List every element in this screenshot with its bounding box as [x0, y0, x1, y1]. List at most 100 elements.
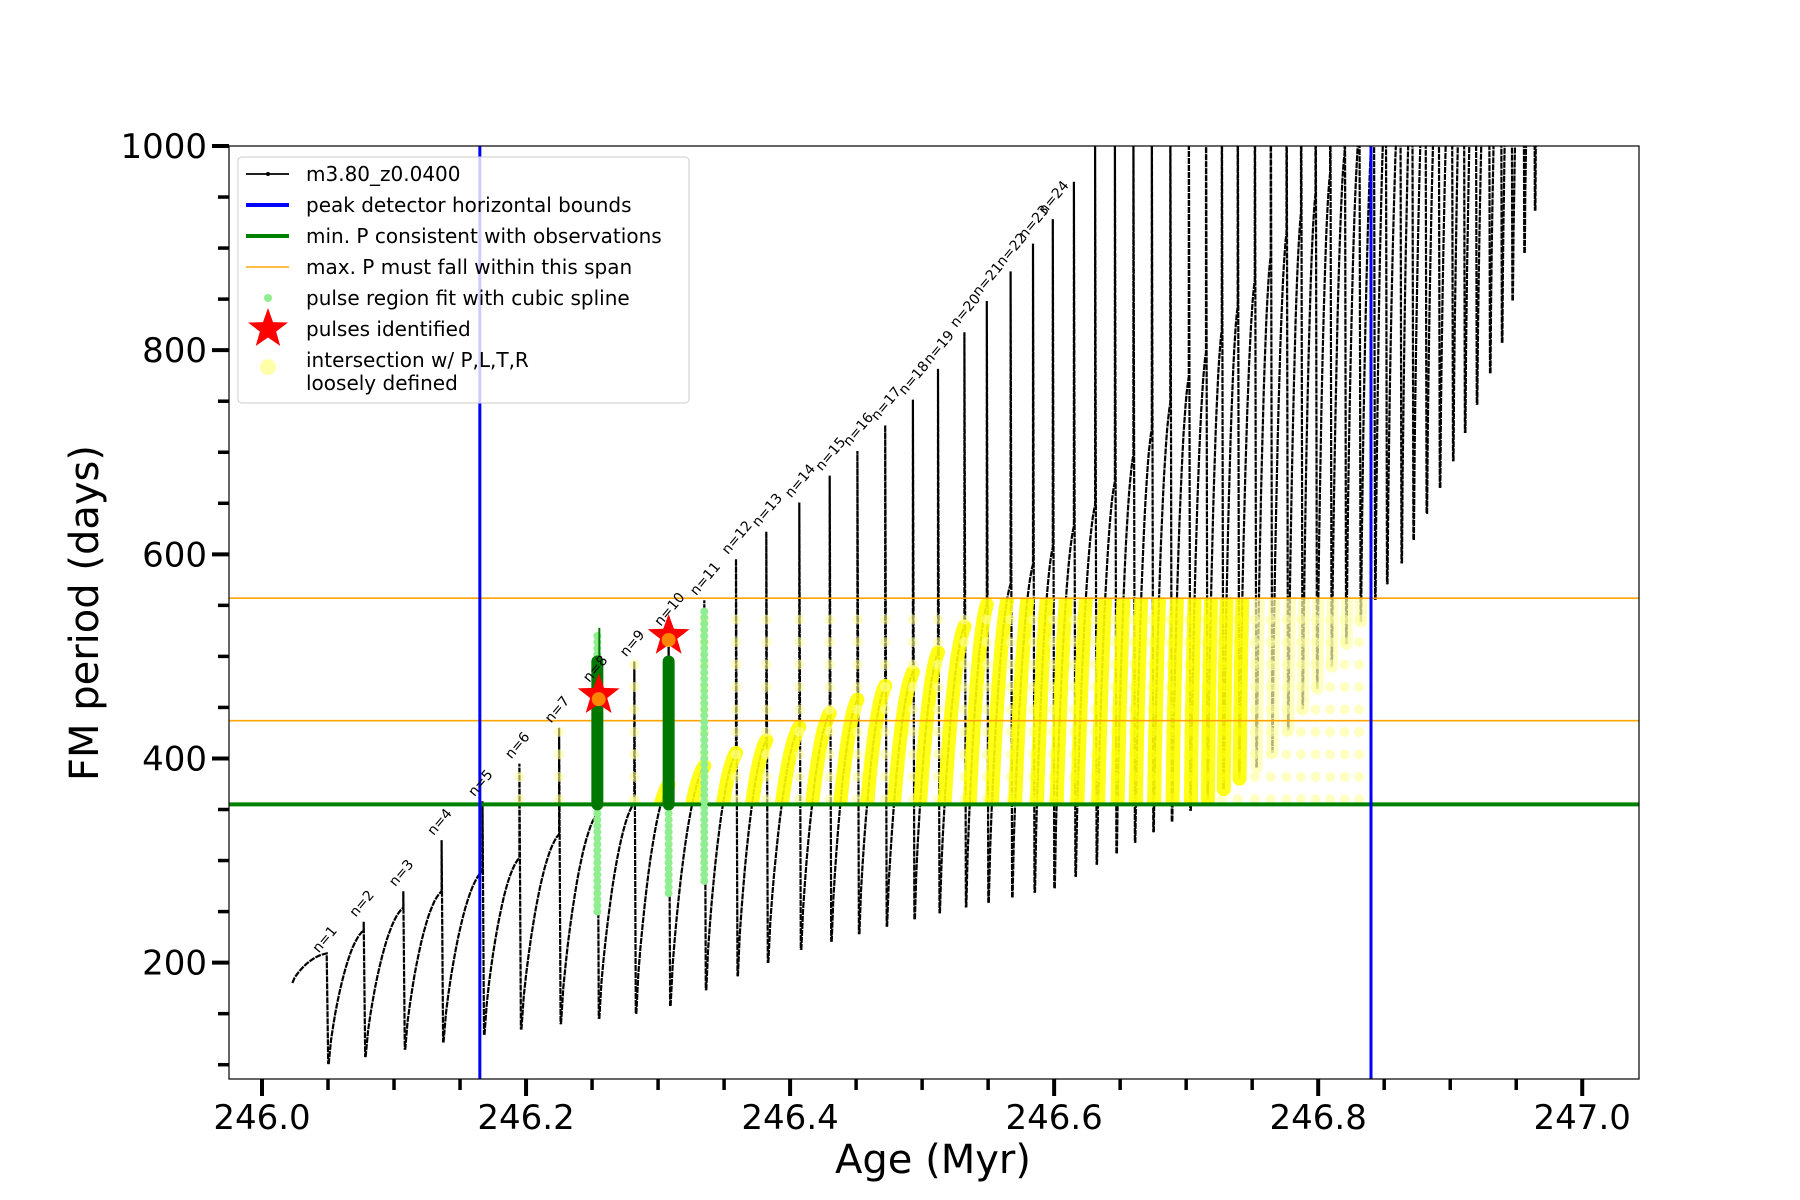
legend-box — [237, 156, 690, 404]
intersection-point — [1339, 749, 1350, 760]
spline-fit-point — [700, 791, 709, 800]
legend-entry: peak detector horizontal bounds — [246, 193, 632, 217]
intersection-hump — [1216, 598, 1234, 797]
spline-fit-point — [664, 870, 673, 879]
intersection-hump — [1008, 598, 1035, 805]
spline-fit-point — [593, 895, 602, 904]
intersection-point — [730, 704, 741, 715]
intersection-point — [1354, 749, 1365, 760]
intersection-hump — [1232, 598, 1250, 786]
spline-fit-point — [593, 846, 602, 855]
spline-fit-point — [700, 705, 709, 714]
intersection-point — [852, 749, 863, 760]
intersection-hump — [913, 645, 945, 805]
intersection-point — [880, 749, 891, 760]
spline-fit-point — [700, 778, 709, 787]
intersection-point — [1354, 659, 1365, 670]
legend-entry: m3.80_z0.0400 — [246, 162, 461, 186]
legend-label: pulse region fit with cubic spline — [306, 286, 630, 310]
x-tick-label: 246.4 — [741, 1098, 838, 1138]
intersection-point — [1028, 614, 1039, 625]
intersection-point — [761, 637, 772, 648]
y-tick-label: 1000 — [120, 127, 207, 167]
legend-label: max. P must fall within this span — [306, 255, 632, 279]
pulse-number-label: n=13 — [749, 491, 786, 531]
spline-fit-point — [700, 785, 709, 794]
x-tick-label: 247.0 — [1534, 1098, 1631, 1138]
intersection-hump — [1070, 598, 1093, 805]
intersection-point — [1005, 682, 1016, 693]
intersection-point — [959, 637, 970, 648]
intersection-point — [824, 614, 835, 625]
intersection-point — [907, 614, 918, 625]
spline-fit-point — [664, 827, 673, 836]
intersection-point — [852, 682, 863, 693]
intersection-point — [554, 726, 565, 737]
track-segment — [1374, 146, 1389, 600]
spline-fit-point — [593, 858, 602, 867]
intersection-point — [794, 749, 805, 760]
y-tick-label: 800 — [142, 331, 207, 371]
track-segment — [1271, 146, 1290, 754]
spline-fit-point — [700, 625, 709, 634]
intersection-point — [1265, 794, 1276, 805]
spline-fit-point — [700, 687, 709, 696]
legend-label: intersection w/ P,L,T,R — [306, 348, 529, 372]
intersection-point — [932, 704, 943, 715]
spline-fit-point — [664, 840, 673, 849]
intersection-point — [629, 794, 640, 805]
track-segment — [404, 840, 445, 1050]
track-segment — [1301, 146, 1319, 710]
spline-fit-point — [700, 656, 709, 665]
legend-label: m3.80_z0.0400 — [306, 162, 461, 186]
track-segment — [1238, 146, 1258, 779]
intersection-point — [1354, 726, 1365, 737]
intersection-point — [852, 659, 863, 670]
intersection-point — [1325, 726, 1336, 737]
spline-fit-point — [700, 748, 709, 757]
intersection-point — [794, 771, 805, 782]
intersection-point — [554, 794, 565, 805]
intersection-point — [794, 614, 805, 625]
spline-fit-point — [593, 907, 602, 916]
track-segment — [1316, 146, 1333, 689]
spline-fit-point — [593, 815, 602, 824]
y-tick-label: 600 — [142, 535, 207, 575]
intersection-point — [932, 749, 943, 760]
track-segment — [1501, 146, 1514, 343]
spline-fit-point — [593, 889, 602, 898]
pulse-number-label: n=4 — [424, 806, 455, 839]
intersection-hump — [653, 777, 676, 805]
spline-fit-point — [700, 613, 709, 622]
track-segment — [1287, 146, 1304, 731]
spline-fit-point — [700, 607, 709, 616]
intersection-point — [932, 659, 943, 670]
spline-fit-point — [700, 754, 709, 763]
track-segment — [1523, 146, 1536, 253]
spline-fit-point — [700, 803, 709, 812]
intersection-point — [824, 726, 835, 737]
intersection-hump — [444, 871, 483, 1043]
spline-fit-point — [700, 668, 709, 677]
spline-fit-point — [700, 809, 709, 818]
track-segment — [1489, 146, 1503, 374]
intersection-point — [959, 704, 970, 715]
intersection-point — [1354, 771, 1365, 782]
intersection-point — [629, 704, 640, 715]
track-segment — [327, 921, 367, 1065]
intersection-point — [981, 682, 992, 693]
spline-fit-point — [664, 858, 673, 867]
intersection-point — [1310, 771, 1321, 782]
spline-fit-point — [664, 889, 673, 898]
spline-fit-point — [700, 631, 709, 640]
y-tick-label: 200 — [142, 944, 207, 984]
spline-fit-point — [593, 852, 602, 861]
intersection-point — [1281, 749, 1292, 760]
intersection-point — [794, 794, 805, 805]
intersection-hump — [774, 719, 807, 805]
intersection-point — [907, 682, 918, 693]
spline-fit-point — [664, 846, 673, 855]
intersection-point — [761, 614, 772, 625]
intersection-point — [730, 637, 741, 648]
